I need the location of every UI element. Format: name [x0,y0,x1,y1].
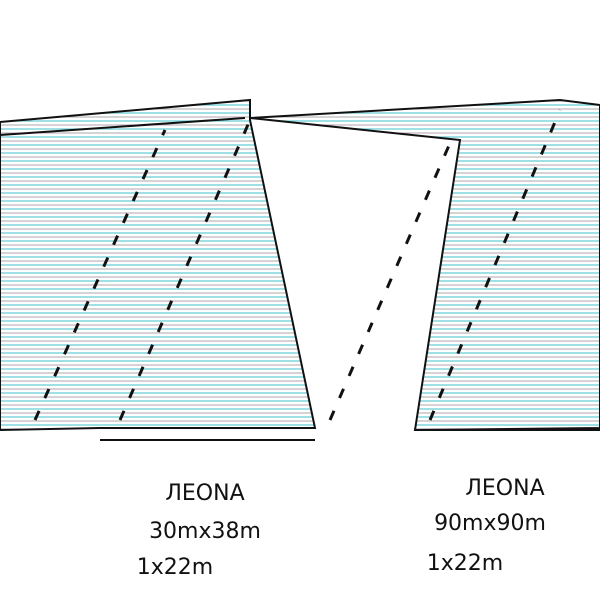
right-label: ЛЕОNА 90mx90m 1x22m [427,476,546,576]
product-size: 90mx90m [434,511,546,536]
product-size: 30mx38m [149,519,261,544]
left-label: ЛЕОNА 30mx38m 1x22m [137,481,261,580]
product-depth: 1x22m [427,551,503,576]
product-name: ЛЕОNА [165,481,244,506]
product-depth: 1x22m [137,555,213,580]
left-object [0,98,462,441]
right-object [33,98,600,432]
product-name: ЛЕОNА [465,476,544,501]
